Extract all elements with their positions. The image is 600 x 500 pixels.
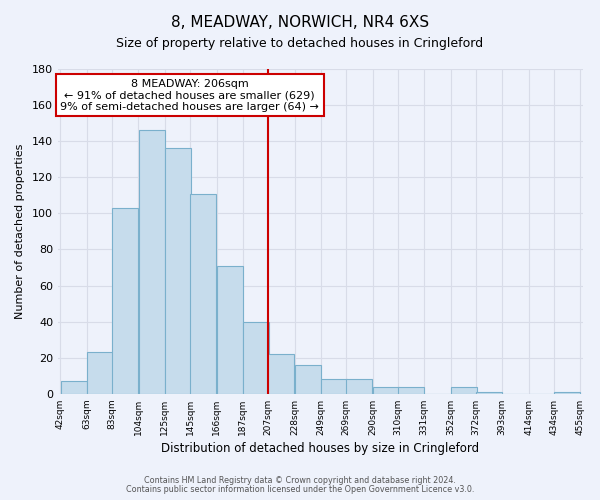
Bar xyxy=(346,380,372,394)
Bar xyxy=(243,322,269,394)
Text: 8, MEADWAY, NORWICH, NR4 6XS: 8, MEADWAY, NORWICH, NR4 6XS xyxy=(171,15,429,30)
Bar xyxy=(139,130,164,394)
Bar xyxy=(554,392,580,394)
Text: Size of property relative to detached houses in Cringleford: Size of property relative to detached ho… xyxy=(116,38,484,51)
Bar xyxy=(87,352,113,394)
Bar xyxy=(268,354,294,394)
X-axis label: Distribution of detached houses by size in Cringleford: Distribution of detached houses by size … xyxy=(161,442,479,455)
Bar xyxy=(190,194,216,394)
Bar xyxy=(476,392,502,394)
Text: 8 MEADWAY: 206sqm
← 91% of detached houses are smaller (629)
9% of semi-detached: 8 MEADWAY: 206sqm ← 91% of detached hous… xyxy=(61,78,319,112)
Text: Contains public sector information licensed under the Open Government Licence v3: Contains public sector information licen… xyxy=(126,484,474,494)
Bar xyxy=(373,386,399,394)
Bar xyxy=(61,381,86,394)
Bar xyxy=(217,266,242,394)
Bar xyxy=(295,365,320,394)
Y-axis label: Number of detached properties: Number of detached properties xyxy=(15,144,25,319)
Bar xyxy=(321,380,347,394)
Bar xyxy=(451,386,477,394)
Bar xyxy=(112,208,138,394)
Bar xyxy=(398,386,424,394)
Bar xyxy=(165,148,191,394)
Text: Contains HM Land Registry data © Crown copyright and database right 2024.: Contains HM Land Registry data © Crown c… xyxy=(144,476,456,485)
